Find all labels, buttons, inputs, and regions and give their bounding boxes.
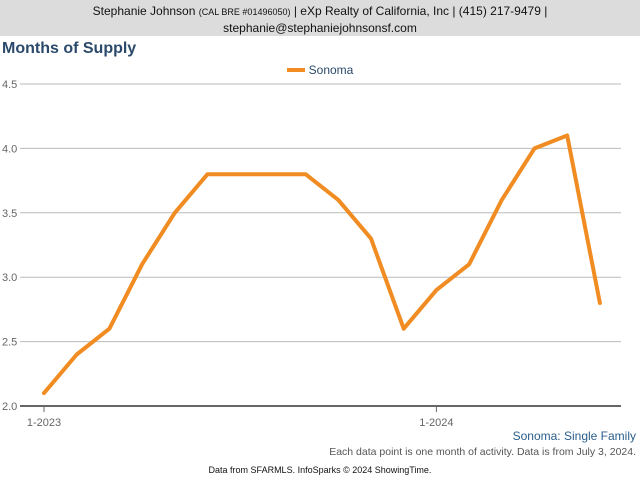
data-point [337,199,339,201]
data-point [435,289,437,291]
data-point [403,328,405,330]
data-point [174,212,176,214]
data-point [468,263,470,265]
agent-license: (CAL BRE #01496050) [198,7,291,17]
x-tick-label: 1-2023 [27,417,61,429]
data-point [141,263,143,265]
data-point [76,353,78,355]
data-note: Each data point is one month of activity… [329,446,636,458]
y-tick-label: 4.5 [2,79,17,91]
agent-email: stephanie@stephaniejohnsonsf.com [223,21,417,35]
data-point [534,147,535,149]
data-point [43,392,45,394]
data-point [566,135,568,137]
data-point [501,199,503,201]
chart-title: Months of Supply [2,40,137,57]
y-tick-label: 2.5 [2,337,17,349]
agent-info-line: Stephanie Johnson (CAL BRE #01496050) | … [0,3,640,20]
data-point [370,238,372,240]
y-tick-label: 4.0 [2,143,17,155]
agent-name: Stephanie Johnson [92,4,196,18]
legend-swatch [286,67,305,72]
y-tick-label: 3.0 [2,272,17,284]
legend-label: Sonoma [308,63,354,77]
y-tick-label: 3.5 [2,208,17,220]
data-point [305,173,307,175]
data-point [239,173,241,175]
data-point [207,173,208,175]
y-tick-label: 2.0 [2,401,17,413]
data-point [599,302,601,304]
chart-subtitle: Sonoma: Single Family [512,429,636,443]
data-point [108,328,110,330]
data-source: Data from SFARMLS. InfoSparks © 2024 Sho… [208,465,432,475]
x-tick-label: 1-2024 [419,417,453,429]
chart-legend: Sonoma [0,63,640,77]
series-line-sonoma [42,133,602,396]
data-point [272,173,274,175]
agent-header: Stephanie Johnson (CAL BRE #01496050) | … [0,0,640,36]
agent-details: | eXp Realty of California, Inc | (415) … [293,4,548,18]
